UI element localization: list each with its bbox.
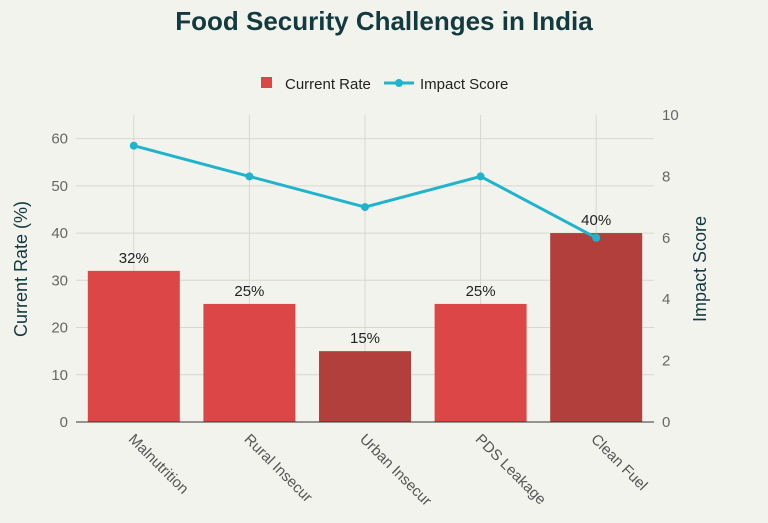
data-labels: 32% 25% 15% 25% 40% xyxy=(119,212,611,347)
y-tick-label: 60 xyxy=(51,131,68,148)
legend-label-current-rate: Current Rate xyxy=(285,76,371,93)
y2-tick-label: 6 xyxy=(662,230,670,247)
x-tick-label: Malnutrition xyxy=(125,431,192,498)
bar-data-label: 32% xyxy=(119,250,149,267)
bar-data-label: 25% xyxy=(234,283,264,300)
y-tick-label: 10 xyxy=(51,367,68,384)
bar-malnutrition xyxy=(87,270,180,422)
x-tick-label: Clean Fuel xyxy=(587,431,650,494)
legend: Current Rate Impact Score xyxy=(261,76,508,93)
bar-rural-insecur xyxy=(203,303,296,422)
x-tick-label: Rural Insecur xyxy=(241,431,316,506)
legend-swatch-current-rate xyxy=(261,77,272,88)
chart-title: Food Security Challenges in India xyxy=(175,6,593,36)
x-tick-label: Urban Insecur xyxy=(356,431,435,510)
bar-urban-insecur xyxy=(319,351,411,422)
bar-data-label: 15% xyxy=(350,330,380,347)
y2-tick-label: 2 xyxy=(662,353,670,370)
line-series xyxy=(129,141,601,242)
y-tick-label: 0 xyxy=(60,414,68,431)
bar-data-label: 40% xyxy=(581,212,611,229)
y-tick-label: 50 xyxy=(51,178,68,195)
y2-tick-label: 8 xyxy=(662,168,670,185)
impact-point-clean-fuel xyxy=(592,233,601,242)
bar-series xyxy=(87,233,643,422)
impact-point-malnutrition xyxy=(129,141,138,150)
impact-point-pds-leakage xyxy=(476,172,485,181)
y2-axis-title: Impact Score xyxy=(690,216,710,322)
bar-clean-fuel xyxy=(550,233,643,422)
impact-point-rural-insecur xyxy=(245,172,254,181)
y-tick-label: 20 xyxy=(51,320,68,337)
y-axis-title: Current Rate (%) xyxy=(11,201,31,337)
legend-marker-impact-score xyxy=(395,79,403,87)
y2-tick-label: 10 xyxy=(662,107,679,124)
bar-data-label: 25% xyxy=(466,283,496,300)
y-tick-label: 30 xyxy=(51,272,68,289)
impact-point-urban-insecur xyxy=(361,203,369,212)
x-tick-label: PDS Leakage xyxy=(472,431,549,508)
bar-pds-leakage xyxy=(434,303,527,422)
y-tick-label: 40 xyxy=(51,225,68,242)
legend-label-impact-score: Impact Score xyxy=(420,76,508,93)
y2-tick-label: 0 xyxy=(662,414,670,431)
y2-tick-label: 4 xyxy=(662,291,670,308)
